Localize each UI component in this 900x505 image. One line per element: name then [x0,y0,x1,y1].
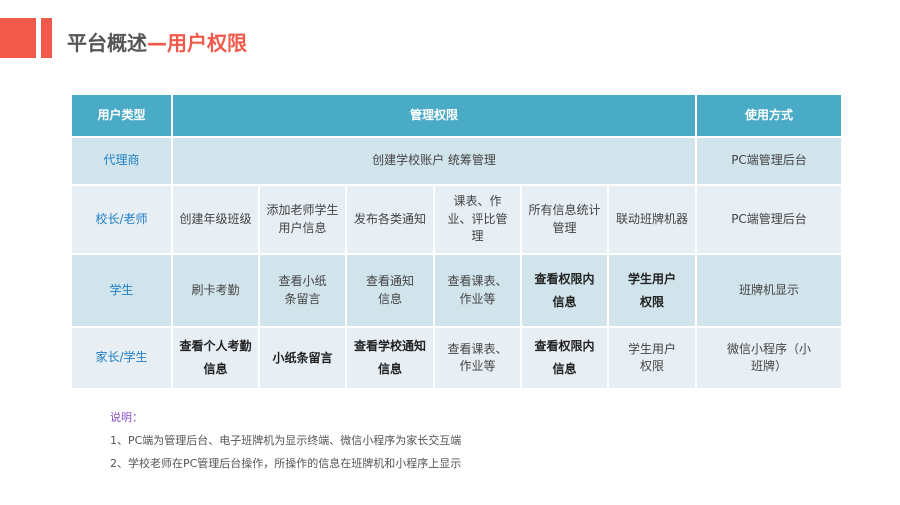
cell-user-type: 代理商 [72,138,171,184]
cell-permission: 学生用户权限 [609,255,695,326]
cell-permission: 课表、作业、评比管理 [435,186,520,253]
note-item: 2、学校老师在PC管理后台操作，所操作的信息在班牌机和小程序上显示 [110,457,462,470]
note-item: 1、PC端为管理后台、电子班牌机为显示终端、微信小程序为家长交互端 [110,434,462,447]
cell-permission: 查看课表、作业等 [435,255,520,326]
cell-usage: PC端管理后台 [697,138,841,184]
cell-permission: 查看个人考勤信息 [173,328,258,388]
cell-permission: 添加老师学生用户信息 [260,186,345,253]
title-main: 平台概述 [67,31,147,55]
header-user-type: 用户类型 [72,95,171,136]
cell-permission: 查看通知信息 [347,255,433,326]
cell-permission: 发布各类通知 [347,186,433,253]
cell-permission: 刷卡考勤 [173,255,258,326]
cell-permission: 小纸条留言 [260,328,345,388]
notes-label: 说明： [110,411,143,424]
title-dash: — [147,31,167,55]
permissions-table: 用户类型 管理权限 使用方式 代理商 创建学校账户 统筹管理 PC端管理后台 校… [72,95,841,388]
cell-user-type: 家长/学生 [72,328,171,388]
cell-permission: 查看小纸条留言 [260,255,345,326]
cell-permission: 所有信息统计管理 [522,186,607,253]
notes: 说明： 1、PC端为管理后台、电子班牌机为显示终端、微信小程序为家长交互端 2、… [110,409,461,478]
cell-usage: PC端管理后台 [697,186,841,253]
cell-user-type: 学生 [72,255,171,326]
header-usage: 使用方式 [697,95,841,136]
page-title: 平台概述—用户权限 [67,27,247,56]
cell-permission: 学生用户权限 [609,328,695,388]
cell-usage: 班牌机显示 [697,255,841,326]
title-highlight: 用户权限 [167,31,247,55]
cell-permission: 查看权限内信息 [522,255,607,326]
cell-permission: 联动班牌机器 [609,186,695,253]
cell-user-type: 校长/老师 [72,186,171,253]
cell-permission: 查看学校通知信息 [347,328,433,388]
accent-bar-small [41,18,52,58]
cell-permission: 查看课表、作业等 [435,328,520,388]
cell-permission: 创建学校账户 统筹管理 [173,138,695,184]
cell-permission: 创建年级班级 [173,186,258,253]
accent-bar-large [0,18,36,58]
header-permissions: 管理权限 [173,95,695,136]
cell-usage: 微信小程序（小班牌） [697,328,841,388]
cell-permission: 查看权限内信息 [522,328,607,388]
